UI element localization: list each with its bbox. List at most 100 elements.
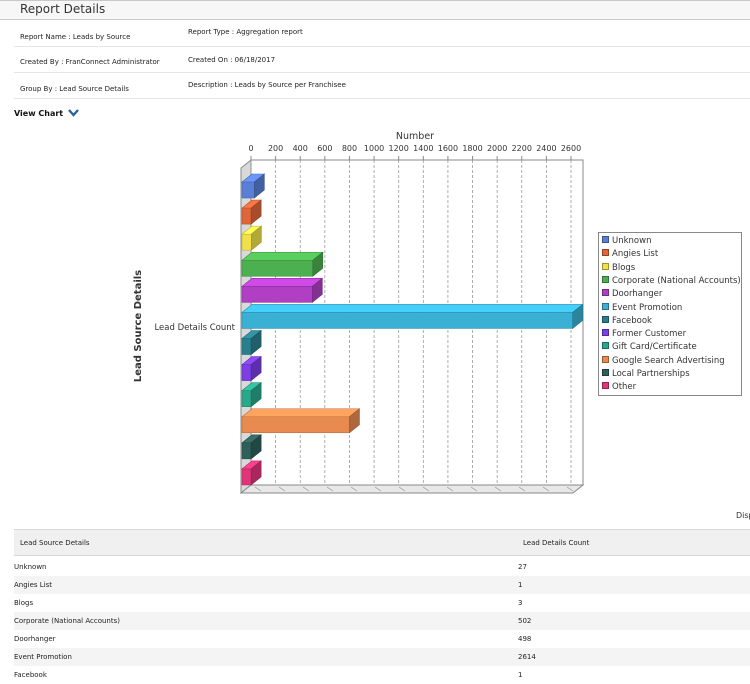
x-tick-label: 1800 [462,144,482,153]
display-label: Disp [736,511,750,520]
bar-front [241,442,252,460]
view-chart-toggle[interactable]: View Chart [14,109,79,118]
legend-swatch [602,315,609,323]
legend-label: Event Promotion [612,302,683,313]
legend-swatch [602,355,609,363]
report-type: Report Type : Aggregation report [188,28,303,36]
floor-mark [518,486,526,492]
legend-label: Blogs [612,262,636,273]
bar-top [241,408,361,418]
legend-swatch [602,249,609,257]
x-tick-label: 800 [342,144,357,153]
legend-swatch [602,275,609,283]
floor-mark [566,486,574,492]
floor-mark [398,486,406,492]
bar [241,329,262,356]
chevron-down-icon [68,109,79,117]
bar [241,277,324,303]
x-tick-label: 0 [248,144,253,153]
legend-label: Angies List [612,249,659,260]
legend-item: Angies List [602,248,658,261]
legend-item: Corporate (National Accounts) [602,275,741,288]
bar-end [311,277,323,303]
group-by: Group By : Lead Source Details [20,85,129,93]
legend-swatch [602,262,609,270]
cell-source: Facebook [14,671,47,679]
cell-source: Angies List [14,581,53,589]
floor-mark [254,486,262,492]
bar-front [241,207,252,225]
legend-swatch [602,329,609,337]
legend-swatch [602,289,609,297]
legend-label: Gift Card/Certificate [612,342,697,353]
legend-label: Google Search Advertising [612,355,725,366]
bar-end [349,408,360,434]
cell-count: 3 [518,599,523,607]
view-chart-label: View Chart [14,109,64,118]
bar-front [241,312,574,329]
legend-label: Unknown [612,236,652,246]
bar [241,251,324,277]
x-tick-label: 1000 [364,144,384,153]
bar-front [241,364,252,381]
table-row: Blogs 3 [14,594,750,612]
page-title: Report Details [20,2,106,16]
bar-top [241,278,324,287]
x-axis-title: Number [396,131,434,142]
table-header: Lead Source Details Lead Details Count [14,529,750,556]
bar-front [241,338,252,355]
legend-item: Other [602,381,636,394]
floor-mark [278,486,286,492]
bar [241,173,266,199]
bar-front [241,416,350,434]
bar [241,225,263,251]
report-name: Report Name : Leads by Source [20,33,131,41]
legend-item: Facebook [602,315,652,328]
cell-count: 1 [518,581,523,589]
bar-front [241,259,314,277]
category-label: Lead Details Count [154,323,235,333]
legend-item: Former Customer [602,328,686,341]
floor-mark [446,486,454,492]
cell-count: 2614 [518,653,536,661]
cell-source: Doorhanger [14,635,56,643]
cell-count: 27 [518,563,527,571]
meta-row-report-name: Report Name : Leads by Source Report Typ… [14,21,750,47]
bar [241,460,262,486]
bar-front [241,233,252,251]
cell-source: Corporate (National Accounts) [14,617,120,625]
legend-swatch [602,369,609,376]
legend-item: Doorhanger [602,288,662,301]
y-axis-title: Lead Source Details [133,270,144,382]
cell-count: 1 [518,671,523,679]
bar-end [250,434,262,460]
x-tick-label: 1600 [438,144,458,153]
legend-swatch [602,382,609,390]
bar-end [250,382,262,408]
bar [241,408,361,434]
bar-front [241,468,252,486]
legend-label: Corporate (National Accounts) [612,275,741,286]
report-details-header: Report Details [0,0,750,20]
bar-end [250,460,262,486]
meta-row-group-by: Group By : Lead Source Details Descripti… [14,73,750,99]
x-tick-label: 200 [268,144,283,153]
meta-row-created-by: Created By : FranConnect Administrator C… [14,47,750,73]
bar [241,382,262,408]
bar [241,199,262,225]
chart-legend: Unknown Angies List Blogs Corporate (Nation… [598,232,742,396]
bar-end [250,329,262,356]
table-row: Doorhanger 498 [14,630,750,648]
table-row: Event Promotion 2614 [14,648,750,666]
leads-bar-chart: 0 200 400 600 800 1000 1200 1400 1600 1800 2000 220… [133,131,585,495]
column-header-source: Lead Source Details [20,539,90,547]
legend-item: Blogs [602,262,635,275]
floor-mark [350,486,358,492]
x-tick-label: 2600 [561,144,581,153]
bar-end [254,173,265,199]
legend-swatch [602,302,609,310]
cell-source: Event Promotion [14,653,72,661]
table-row: Facebook 1 [14,666,750,684]
x-tick-label: 400 [293,144,308,153]
created-on: Created On : 06/18/2017 [188,56,276,64]
